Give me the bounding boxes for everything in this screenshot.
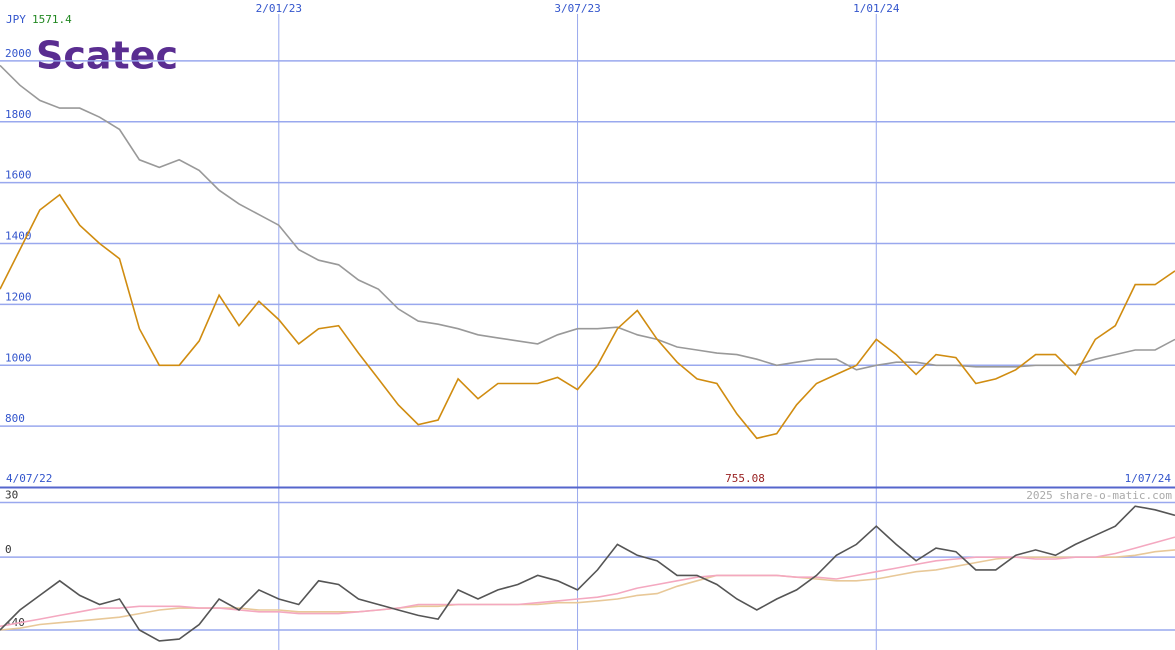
y-tick-label: 1200 bbox=[5, 290, 32, 303]
x-tick-label: 1/01/24 bbox=[853, 2, 900, 15]
y-tick-label: 1000 bbox=[5, 351, 32, 364]
y-tick-label: 800 bbox=[5, 412, 25, 425]
x-tick-label: 2/01/23 bbox=[256, 2, 302, 15]
y-tick-label: 1800 bbox=[5, 108, 32, 121]
series-line bbox=[0, 505, 1175, 642]
currency: JPY bbox=[6, 13, 26, 26]
y-tick-label: 2000 bbox=[5, 47, 32, 60]
series-line bbox=[0, 193, 1175, 440]
x-tick-label: 3/07/23 bbox=[554, 2, 600, 15]
x-tick-label: 1/07/24 bbox=[1125, 472, 1172, 485]
min-label: 755.08 bbox=[725, 472, 765, 485]
y-tick-label: 30 bbox=[5, 489, 18, 502]
logo: Scatec bbox=[36, 34, 178, 78]
x-tick-label: 4/07/22 bbox=[6, 472, 52, 485]
series-line bbox=[0, 536, 1175, 628]
last-value: 1571.4 bbox=[32, 13, 72, 26]
series-line bbox=[0, 549, 1175, 631]
series-line bbox=[0, 64, 1175, 371]
y-tick-label: 1600 bbox=[5, 169, 32, 182]
y-tick-label: 0 bbox=[5, 543, 12, 556]
watermark: 2025 share-o-matic.com bbox=[1026, 489, 1172, 502]
